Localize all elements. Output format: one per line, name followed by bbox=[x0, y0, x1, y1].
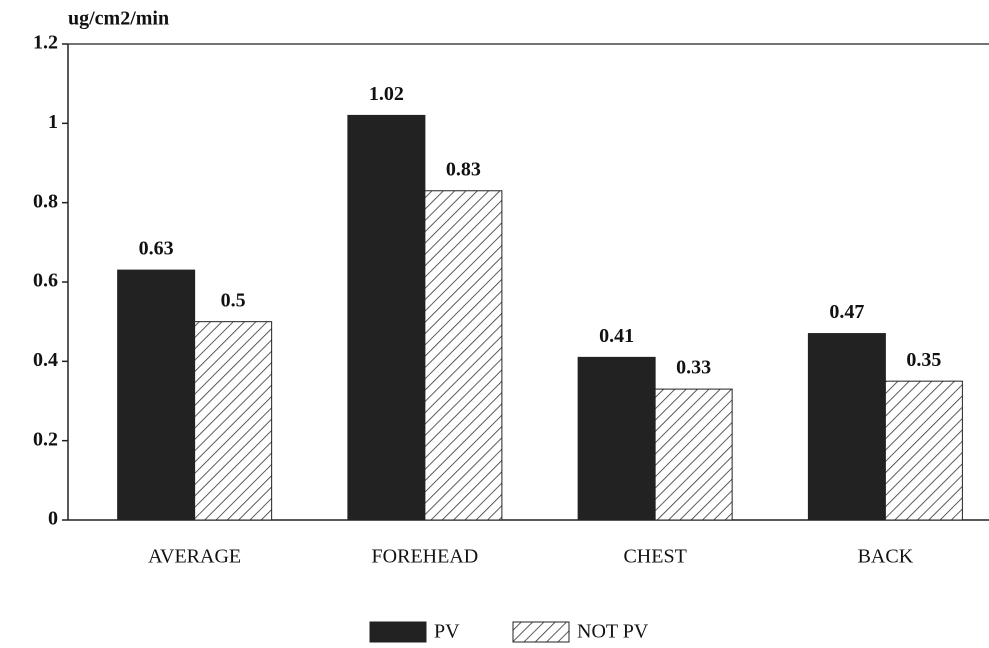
x-tick-label: FOREHEAD bbox=[372, 546, 479, 568]
y-tick-label: 0 bbox=[48, 508, 58, 530]
bar bbox=[194, 321, 273, 521]
value-label: 0.5 bbox=[221, 289, 246, 311]
value-label: 0.35 bbox=[906, 349, 941, 371]
y-tick-label: 1.2 bbox=[33, 32, 58, 54]
legend-swatch bbox=[512, 621, 570, 643]
bar bbox=[117, 269, 196, 521]
value-label: 0.83 bbox=[446, 158, 481, 180]
bar bbox=[884, 380, 963, 521]
y-tick-label: 0.4 bbox=[33, 349, 58, 371]
legend-label: NOT PV bbox=[577, 621, 649, 643]
bar bbox=[654, 388, 733, 521]
y-tick-label: 0.6 bbox=[33, 270, 58, 292]
value-label: 0.41 bbox=[599, 325, 634, 347]
legend-swatch bbox=[369, 621, 427, 643]
bar bbox=[807, 333, 886, 521]
value-label: 0.33 bbox=[676, 357, 711, 379]
bar bbox=[577, 356, 656, 521]
value-label: 0.63 bbox=[139, 238, 174, 260]
x-tick-label: AVERAGE bbox=[148, 546, 241, 568]
x-tick-label: BACK bbox=[858, 546, 914, 568]
x-tick-label: CHEST bbox=[623, 546, 686, 568]
y-axis-label: ug/cm2/min bbox=[68, 8, 169, 30]
bar bbox=[424, 190, 503, 521]
y-tick-label: 0.8 bbox=[33, 190, 58, 212]
value-label: 0.47 bbox=[829, 301, 864, 323]
y-tick-label: 0.2 bbox=[33, 428, 58, 450]
y-tick-label: 1 bbox=[48, 111, 58, 133]
value-label: 1.02 bbox=[369, 83, 404, 105]
bar bbox=[347, 114, 426, 521]
legend-label: PV bbox=[434, 621, 460, 643]
